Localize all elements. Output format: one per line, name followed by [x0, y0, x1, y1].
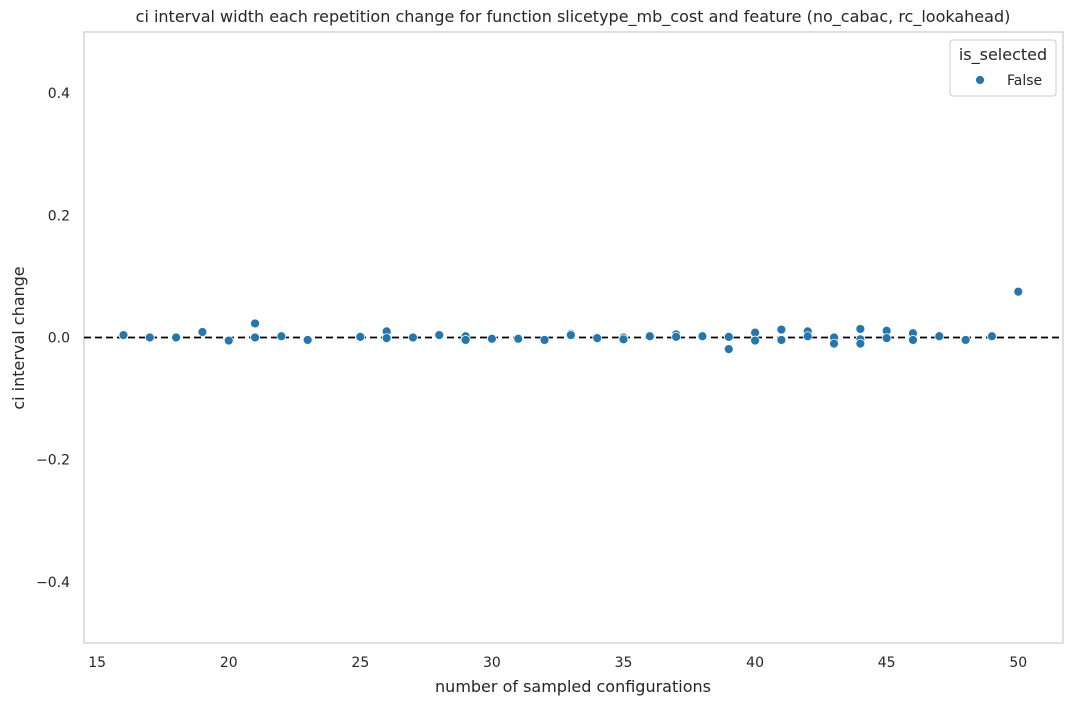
data-point — [592, 333, 603, 344]
data-point — [223, 335, 234, 346]
legend-marker — [975, 75, 985, 85]
data-point — [960, 335, 971, 345]
data-point — [750, 335, 760, 346]
y-axis: 0.4 0.2 0.0 −0.2 −0.4 — [36, 86, 70, 591]
y-tick-label: 0.4 — [48, 86, 70, 102]
legend: is_selected False — [949, 39, 1057, 97]
data-point — [381, 333, 392, 344]
data-point — [618, 334, 629, 345]
y-tick-label: 0.2 — [48, 208, 70, 224]
data-point — [355, 331, 366, 342]
scatter-points — [118, 286, 1024, 355]
data-point — [934, 331, 945, 342]
data-point — [829, 338, 839, 349]
legend-title: is_selected — [959, 45, 1047, 65]
data-point — [250, 318, 260, 329]
data-point — [802, 331, 813, 342]
data-point — [565, 330, 576, 340]
data-point — [776, 324, 787, 335]
data-point — [723, 331, 734, 342]
data-point — [697, 331, 708, 342]
x-tick-label: 50 — [1009, 655, 1027, 671]
data-point — [276, 331, 287, 342]
y-tick-label: −0.2 — [36, 453, 70, 469]
data-point — [197, 327, 208, 337]
data-point — [539, 335, 550, 345]
data-point — [671, 331, 682, 342]
data-point — [723, 344, 734, 355]
data-point — [118, 330, 129, 340]
x-tick-label: 15 — [88, 655, 106, 671]
legend-entry-false: False — [1007, 73, 1042, 89]
chart-title: ci interval width each repetition change… — [136, 7, 1011, 27]
data-point — [408, 332, 418, 343]
y-tick-label: −0.4 — [36, 575, 70, 591]
x-tick-label: 45 — [878, 655, 896, 671]
x-axis-label: number of sampled configurations — [435, 677, 711, 696]
x-tick-label: 35 — [615, 655, 633, 671]
data-point — [987, 331, 997, 342]
data-point — [513, 333, 524, 344]
data-point — [144, 332, 155, 343]
y-tick-label: 0.0 — [48, 331, 70, 347]
data-point — [644, 331, 655, 342]
data-point — [855, 338, 866, 349]
data-point — [776, 335, 787, 345]
data-point — [460, 335, 471, 345]
data-point — [250, 332, 260, 343]
data-point — [487, 333, 497, 344]
data-point — [855, 324, 866, 334]
x-tick-label: 40 — [746, 655, 764, 671]
data-point — [908, 335, 918, 345]
x-tick-label: 20 — [220, 655, 238, 671]
y-axis-label: ci interval change — [9, 266, 28, 409]
data-point — [881, 333, 892, 344]
data-point — [171, 332, 182, 343]
x-tick-label: 30 — [483, 655, 501, 671]
data-point — [1013, 286, 1024, 297]
data-point — [302, 335, 313, 345]
data-point — [434, 330, 445, 340]
x-tick-label: 25 — [351, 655, 369, 671]
x-axis: 15 20 25 30 35 40 45 50 — [88, 655, 1027, 671]
